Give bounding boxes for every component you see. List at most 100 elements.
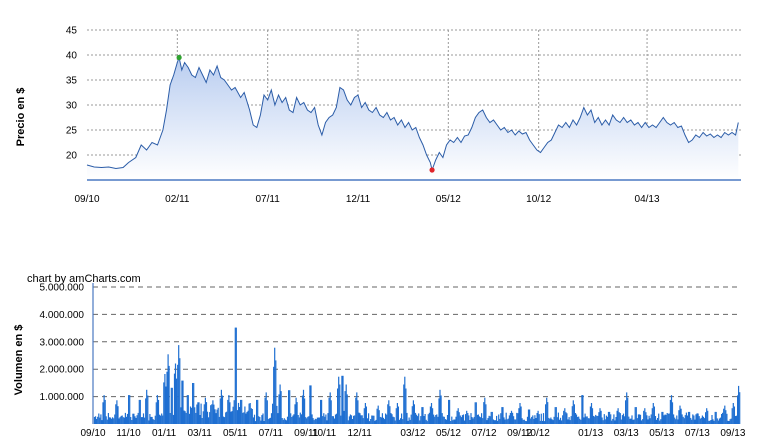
volume-bar [231,411,233,424]
volume-bar [168,365,170,424]
volume-bar [136,415,138,424]
volume-bar [134,416,136,424]
volume-bar [417,416,419,424]
volume-bar [333,418,335,424]
volume-bar [457,408,459,424]
volume-bar [441,413,443,424]
volume-bar [618,412,620,424]
volume-bar [332,416,334,424]
volume-bar [611,420,613,424]
volume-bar [621,415,623,424]
volume-bar [669,399,671,424]
volume-bar [154,415,156,424]
volume-bar [327,413,329,424]
volume-bar [635,407,637,424]
volume-bar [543,421,546,424]
volume-bar [188,413,190,424]
volume-bar [148,420,150,424]
volume-bar [371,415,373,424]
volume-bar [368,413,370,424]
volume-bar [331,416,333,424]
volume-bar [645,412,647,424]
volume-bar [362,418,364,424]
volume-bar [307,416,309,424]
volume-bar [554,407,556,424]
volume-bar [472,418,474,424]
volume-bar [334,414,337,424]
volume-bar [140,417,142,424]
price-x-tick-label: 07/11 [256,194,281,205]
volume-x-tick-label: 05/13 [649,428,674,439]
volume-bar [260,420,262,424]
volume-bar [659,420,661,424]
volume-bar [698,416,700,424]
volume-bar [282,419,284,424]
volume-x-tick-label: 09/11 [294,428,319,439]
volume-bar [647,419,649,424]
volume-bar [696,413,698,424]
volume-bar [206,411,209,424]
volume-bar [601,417,603,424]
volume-bar [285,420,288,424]
volume-bar [228,395,230,424]
volume-bar [684,415,686,424]
price-x-tick-label: 04/13 [635,194,660,205]
volume-bar [476,414,478,424]
volume-bar [306,418,308,424]
volume-bar [309,385,311,424]
volume-bar [434,416,436,424]
volume-bar [437,416,439,424]
volume-bar [117,406,119,424]
volume-bar [487,418,489,424]
volume-bar [257,399,259,424]
volume-bar [128,395,130,424]
volume-bar [450,421,452,424]
volume-bar [310,385,312,424]
volume-bar [151,416,153,424]
volume-bar [610,414,612,424]
volume-bar [619,413,621,424]
volume-bar [626,392,628,424]
volume-bar [597,415,599,424]
price-x-tick-label: 10/12 [526,194,551,205]
volume-bar [662,411,664,424]
volume-bar [721,414,723,424]
volume-bar [420,416,422,424]
volume-x-ticks: 09/10 11/10 01/11 03/11 05/11 07/11 09/1110/11… [80,428,745,439]
max-price-marker[interactable] [176,54,182,61]
volume-bar [227,399,229,424]
price-y-tick-label: 35 [66,76,78,87]
volume-bar [579,418,581,424]
min-price-marker[interactable] [429,167,435,173]
volume-bar [382,417,385,424]
volume-bar [184,411,186,424]
volume-bar [632,419,634,424]
volume-bar [189,406,192,424]
volume-bar [426,421,428,424]
volume-bar [540,413,542,424]
volume-bar [477,414,479,424]
volume-bar [95,416,97,424]
volume-bar [545,404,547,424]
volume-bar [709,420,711,424]
volume-bar [281,418,283,424]
volume-bar [270,413,273,424]
volume-bar [280,391,282,424]
volume-bar [389,406,391,424]
volume-bar [291,417,293,424]
volume-bar [548,417,550,424]
volume-bar [722,412,724,424]
volume-bar [101,420,103,424]
volume-bar [595,414,597,424]
volume-bar [233,400,235,424]
volume-bar [133,413,135,424]
volume-x-tick-label: 05/12 [436,428,461,439]
volume-bar [364,403,366,424]
volume-bar [265,392,267,424]
volume-bar [192,383,194,424]
volume-bar [276,405,278,424]
volume-bar [243,412,245,424]
volume-bar [205,402,208,424]
volume-x-tick-label: 07/11 [259,428,284,439]
volume-bar [615,417,617,424]
